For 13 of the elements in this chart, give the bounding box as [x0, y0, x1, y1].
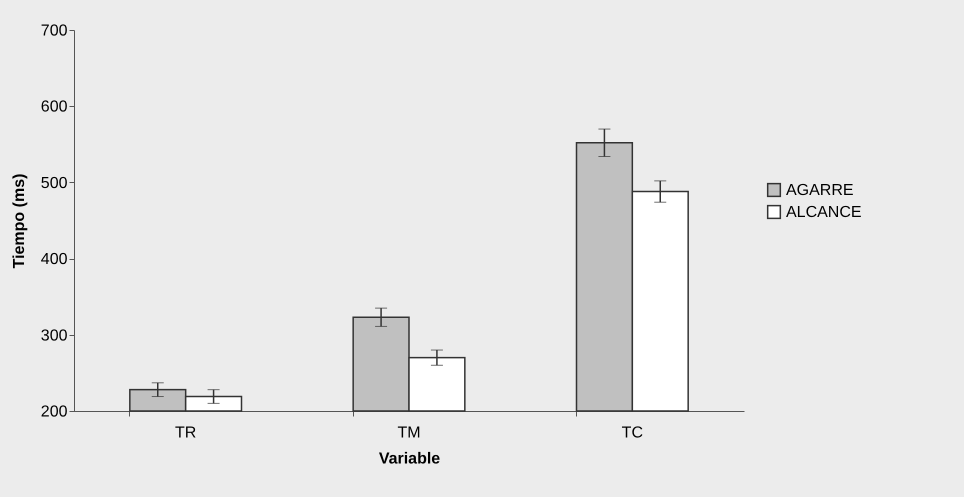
- y-tick-label: 400: [40, 251, 68, 268]
- y-tick-label: 700: [40, 22, 68, 40]
- legend-label: AGARRE: [786, 182, 854, 199]
- y-axis-title: Tiempo (ms): [10, 174, 28, 268]
- x-axis-title: Variable: [378, 450, 440, 468]
- y-tick-label: 600: [40, 98, 68, 116]
- x-tick-label: TM: [397, 424, 421, 442]
- y-tick-label: 300: [40, 327, 68, 344]
- legend-label: ALCANCE: [786, 204, 862, 221]
- y-tick-label: 200: [40, 404, 68, 420]
- y-tick-label: 500: [40, 174, 68, 192]
- x-tick-label: TC: [622, 424, 643, 442]
- x-tick-label: TR: [175, 424, 196, 442]
